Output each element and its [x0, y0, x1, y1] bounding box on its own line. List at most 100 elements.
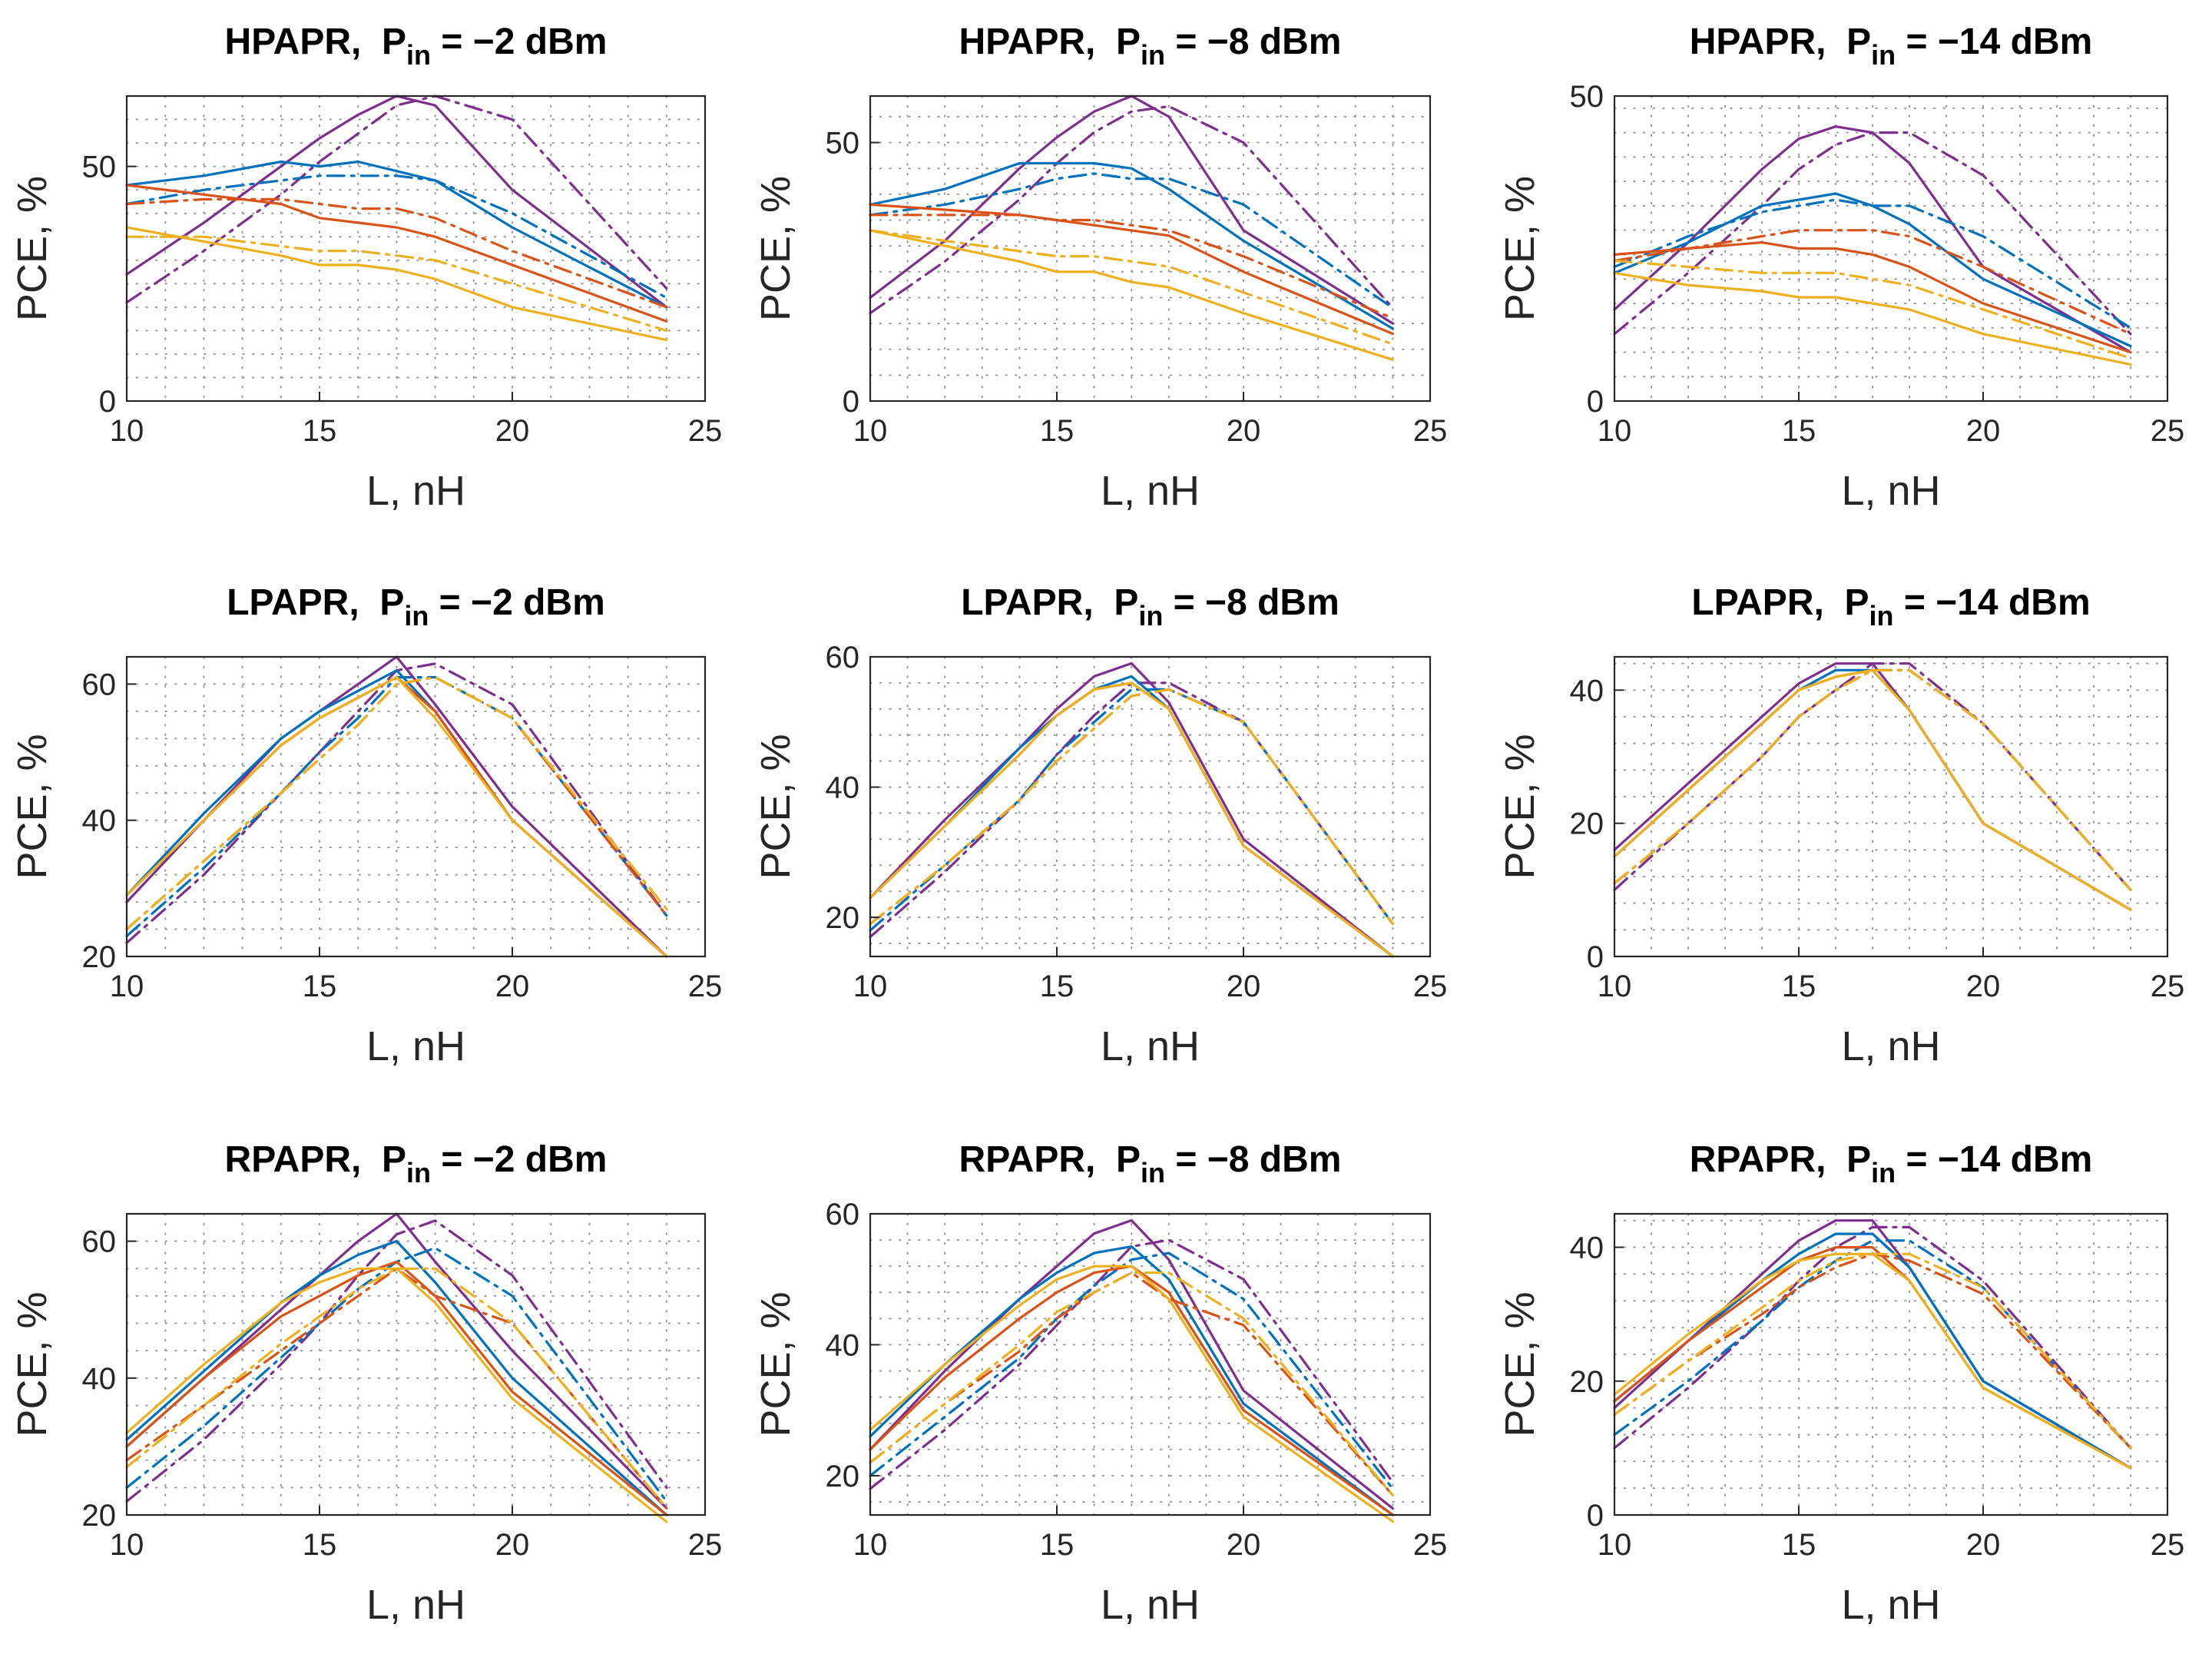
- subplot-8: 10 15 20 25 20 40 60 L, nH PCE, % RPAPR, Pin = −8…: [753, 1139, 1447, 1628]
- y-tick-label: 40: [1570, 674, 1604, 708]
- y-tick-label: 60: [82, 1225, 117, 1259]
- axes-box: [125, 655, 707, 958]
- series-line-purple-solid: [869, 661, 1395, 958]
- series-line-blue-dashdot: [1613, 198, 2132, 330]
- title-subscript: in: [404, 600, 429, 631]
- axes-box: [1613, 94, 2169, 403]
- x-tick-label: 10: [853, 970, 888, 1003]
- grid: [126, 656, 706, 957]
- series-line-purple-dashdot: [869, 681, 1395, 939]
- x-tick-label: 15: [1782, 1528, 1816, 1562]
- x-tick-label: 10: [110, 414, 144, 448]
- subplot-title: LPAPR, Pin = −14 dBm: [1691, 582, 2090, 631]
- subplot-4: 10 15 20 25 20 40 60 L, nH PCE, % LPAPR, Pin = −2…: [9, 582, 722, 1069]
- series-line-yellow-solid: [869, 1265, 1395, 1523]
- series-line-blue-dashdot: [869, 1251, 1395, 1490]
- series-line-yellow-dashdot: [125, 675, 668, 931]
- series-line-purple-dashdot: [125, 662, 668, 944]
- y-tick-label: 20: [826, 1460, 860, 1493]
- series-line-yellow-solid: [125, 226, 668, 342]
- title-main: RPAPR, P: [959, 1139, 1141, 1180]
- y-axis-label: PCE, %: [753, 734, 799, 879]
- series-line-blue-dashdot: [125, 1246, 668, 1503]
- title-main: LPAPR, P: [961, 582, 1138, 623]
- subplot-5: 10 15 20 25 20 40 60 L, nH PCE, % LPAPR, Pin = −8…: [753, 582, 1447, 1069]
- series-line-blue-solid: [1613, 192, 2132, 348]
- series-line-orange-dashdot: [1613, 229, 2132, 336]
- title-subscript: in: [406, 1157, 431, 1188]
- x-tick-label: 25: [2151, 1528, 2185, 1562]
- title-value: = −8 dBm: [1165, 1139, 1341, 1180]
- series-line-blue-solid: [869, 1245, 1395, 1516]
- y-tick-label: 50: [1570, 80, 1604, 114]
- subplot-title: RPAPR, Pin = −8 dBm: [959, 1139, 1342, 1188]
- series-line-yellow-solid: [869, 681, 1395, 958]
- axes-box: [125, 1212, 707, 1516]
- y-axis-label: PCE, %: [753, 1291, 799, 1437]
- y-axis-label: PCE, %: [1497, 176, 1543, 321]
- x-axis-label: L, nH: [366, 468, 465, 514]
- title-main: RPAPR, P: [1690, 1139, 1871, 1180]
- title-subscript: in: [1869, 600, 1894, 631]
- x-axis-label: L, nH: [1101, 1582, 1200, 1628]
- x-tick-label: 15: [1782, 970, 1816, 1003]
- title-value: = −8 dBm: [1163, 582, 1339, 623]
- series-line-orange-solid: [869, 203, 1395, 336]
- series-line-blue-solid: [125, 1239, 668, 1516]
- subplot-title: HPAPR, Pin = −14 dBm: [1690, 22, 2093, 71]
- subplot-1: 10 15 20 25 0 50 L, nH PCE, % HPAPR, Pin = −2 dB…: [9, 22, 722, 514]
- x-tick-label: 25: [1413, 414, 1448, 448]
- series-line-blue-dashdot: [869, 172, 1395, 310]
- x-tick-label: 20: [1227, 970, 1261, 1003]
- y-tick-label: 60: [82, 668, 117, 701]
- series-line-orange-solid: [125, 1260, 668, 1516]
- x-tick-label: 10: [110, 970, 144, 1003]
- y-tick-label: 20: [82, 1499, 117, 1533]
- series-line-purple-solid: [125, 1212, 668, 1510]
- x-axis-label: L, nH: [1841, 468, 1940, 514]
- grid: [869, 1213, 1431, 1516]
- x-tick-label: 10: [853, 414, 888, 448]
- y-tick-label: 0: [843, 385, 859, 419]
- y-tick-label: 40: [82, 804, 117, 838]
- title-value: = −14 dBm: [1894, 582, 2091, 623]
- title-main: RPAPR, P: [225, 1139, 406, 1180]
- x-tick-label: 15: [303, 414, 337, 448]
- series-line-purple-solid: [1613, 125, 2132, 354]
- title-main: HPAPR, P: [1690, 22, 1871, 62]
- y-axis-label: PCE, %: [1497, 734, 1543, 879]
- x-tick-label: 10: [1598, 970, 1632, 1003]
- x-tick-label: 15: [1782, 414, 1816, 448]
- y-tick-label: 20: [1570, 1365, 1604, 1399]
- y-tick-label: 20: [826, 901, 860, 935]
- y-tick-label: 20: [1570, 807, 1604, 841]
- subplot-title: HPAPR, Pin = −8 dBm: [959, 22, 1342, 71]
- x-axis-label: L, nH: [1841, 1023, 1940, 1069]
- x-tick-label: 20: [495, 414, 530, 448]
- series-line-yellow-solid: [1613, 271, 2132, 366]
- y-tick-label: 60: [826, 641, 860, 675]
- series-line-yellow-solid: [1613, 668, 2132, 911]
- series-line-yellow-solid: [1613, 1252, 2132, 1470]
- subplot-title: RPAPR, Pin = −14 dBm: [1690, 1139, 2093, 1188]
- series-line-purple-dashdot: [1613, 662, 2132, 891]
- y-tick-label: 0: [1587, 385, 1604, 419]
- x-tick-label: 15: [303, 970, 337, 1003]
- x-tick-label: 25: [688, 1528, 723, 1562]
- grid: [126, 95, 706, 402]
- x-tick-label: 25: [688, 414, 723, 448]
- series-line-purple-dashdot: [869, 1238, 1395, 1490]
- series-line-purple-dashdot: [125, 1219, 668, 1503]
- y-axis-label: PCE, %: [9, 176, 55, 321]
- subplot-9: 10 15 20 25 0 20 40 L, nH PCE, % RPAPR, Pin = −14…: [1497, 1139, 2184, 1628]
- y-tick-label: 20: [82, 940, 117, 974]
- series-line-purple-dashdot: [869, 104, 1395, 315]
- axes-box: [869, 94, 1432, 403]
- series-line-blue-solid: [1613, 1232, 2132, 1470]
- grid: [1614, 656, 2168, 957]
- series-line-purple-dashdot: [125, 94, 668, 304]
- series-line-purple-solid: [125, 655, 668, 958]
- series-line-purple-solid: [1613, 1219, 2132, 1470]
- x-tick-label: 15: [1040, 414, 1075, 448]
